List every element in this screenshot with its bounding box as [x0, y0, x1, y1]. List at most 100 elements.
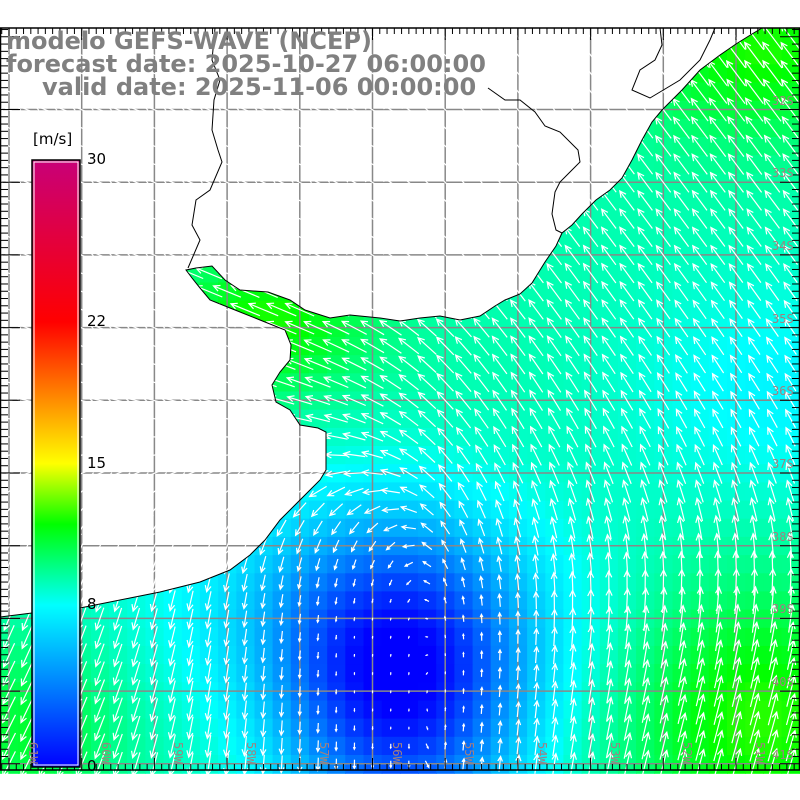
wind-arrow: [673, 244, 689, 266]
colorbar-tick-label: 22: [87, 311, 107, 330]
wind-arrow: [708, 116, 727, 140]
wind-arrow: [342, 230, 366, 244]
wind-arrow: [692, 262, 707, 284]
longitude-label: 60W: [98, 742, 113, 764]
wind-arrow: [582, 189, 599, 211]
wind-arrow: [695, 729, 706, 761]
wind-arrow: [168, 644, 176, 667]
wind-arrow: [195, 249, 222, 261]
wind-arrow: [123, 340, 149, 352]
wind-arrow: [600, 43, 618, 67]
wind-arrow: [214, 194, 239, 206]
wind-arrow: [305, 158, 330, 171]
wind-arrow: [515, 718, 522, 736]
wind-arrow: [473, 353, 490, 375]
wind-arrow: [601, 262, 617, 284]
wind-arrow: [765, 299, 780, 319]
wind-arrow: [767, 444, 778, 466]
wind-arrow: [762, 78, 782, 105]
wind-arrow: [142, 104, 166, 115]
wind-arrow: [186, 644, 194, 667]
wind-arrow: [204, 699, 212, 722]
wind-arrow: [105, 67, 130, 79]
wind-arrow: [51, 104, 76, 115]
wind-arrow: [619, 335, 634, 356]
wind-arrow: [149, 608, 158, 631]
wind-arrow: [168, 698, 176, 722]
wind-arrow: [532, 553, 540, 574]
wind-arrow: [178, 122, 203, 134]
wind-arrow: [659, 694, 669, 724]
wind-arrow: [196, 49, 221, 61]
wind-arrow: [658, 497, 667, 522]
wind-arrow: [141, 213, 167, 225]
wind-arrow: [232, 104, 257, 116]
wind-arrow: [762, 97, 782, 122]
wind-arrow: [695, 711, 706, 743]
wind-arrow: [582, 62, 599, 84]
wind-arrow: [444, 670, 447, 675]
wind-arrow: [223, 609, 230, 629]
wind-arrow: [695, 514, 703, 540]
wind-arrow: [160, 86, 185, 97]
wind-arrow: [407, 598, 411, 604]
wind-arrow: [509, 171, 526, 193]
wind-arrow: [566, 443, 578, 466]
wind-arrow: [131, 733, 141, 760]
wind-arrow: [204, 663, 212, 685]
wind-arrow: [332, 539, 340, 554]
wind-arrow: [342, 67, 366, 80]
wind-arrow: [657, 390, 670, 411]
wind-arrow: [241, 555, 249, 575]
wind-arrow: [148, 517, 161, 539]
wind-arrow: [142, 140, 166, 152]
wind-arrow: [112, 697, 123, 723]
wind-arrow: [232, 231, 258, 243]
wind-arrow: [259, 736, 267, 757]
wind-arrow: [269, 176, 294, 188]
wind-arrow: [750, 638, 760, 671]
wind-arrow: [444, 634, 447, 639]
wind-arrow: [435, 191, 455, 210]
wind-arrow: [600, 226, 617, 247]
wind-arrow: [636, 79, 654, 103]
wind-arrow: [87, 67, 112, 79]
wind-arrow: [748, 426, 760, 447]
wind-arrow: [515, 683, 521, 699]
wind-arrow: [454, 245, 473, 265]
wind-arrow: [186, 734, 194, 759]
wind-arrow: [655, 262, 671, 284]
wind-arrow: [105, 49, 130, 61]
wind-arrow: [479, 612, 484, 624]
wind-arrow: [435, 318, 455, 338]
wind-arrow: [676, 461, 687, 485]
wind-arrow: [416, 282, 437, 301]
wind-arrow: [713, 747, 724, 780]
wind-arrow: [352, 578, 356, 588]
wind-arrow: [710, 226, 726, 247]
wind-arrow: [600, 116, 617, 139]
colorbar: [31, 159, 81, 768]
wind-arrow: [212, 376, 241, 388]
wind-arrow: [726, 78, 746, 105]
wind-arrow: [398, 101, 419, 118]
wind-arrow: [696, 568, 704, 596]
wind-arrow: [398, 429, 419, 445]
wind-arrow: [287, 49, 312, 61]
wind-arrow: [416, 46, 437, 64]
wind-arrow: [361, 121, 384, 135]
wind-arrow: [548, 425, 561, 448]
wind-arrow: [424, 654, 429, 656]
wind-arrow: [389, 743, 392, 750]
wind-arrow: [585, 443, 597, 466]
wind-arrow: [141, 377, 167, 387]
wind-arrow: [492, 389, 507, 411]
wind-arrow: [622, 515, 630, 540]
wind-arrow: [444, 688, 447, 693]
wind-arrow: [418, 446, 436, 463]
wind-arrow: [353, 672, 356, 676]
wind-arrow: [479, 686, 484, 696]
wind-arrow: [231, 395, 259, 405]
wind-arrow: [691, 226, 708, 247]
wind-arrow: [305, 212, 330, 225]
